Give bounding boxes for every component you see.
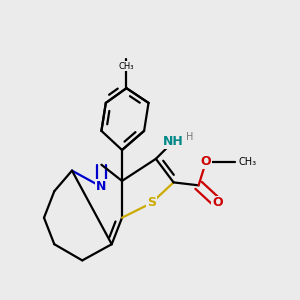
- Text: CH₃: CH₃: [238, 157, 256, 167]
- Text: H: H: [186, 132, 194, 142]
- Text: O: O: [201, 155, 211, 168]
- Text: O: O: [212, 196, 223, 209]
- Text: N: N: [96, 180, 106, 193]
- Text: CH₃: CH₃: [119, 62, 134, 71]
- Text: NH: NH: [163, 135, 184, 148]
- Text: S: S: [147, 196, 156, 209]
